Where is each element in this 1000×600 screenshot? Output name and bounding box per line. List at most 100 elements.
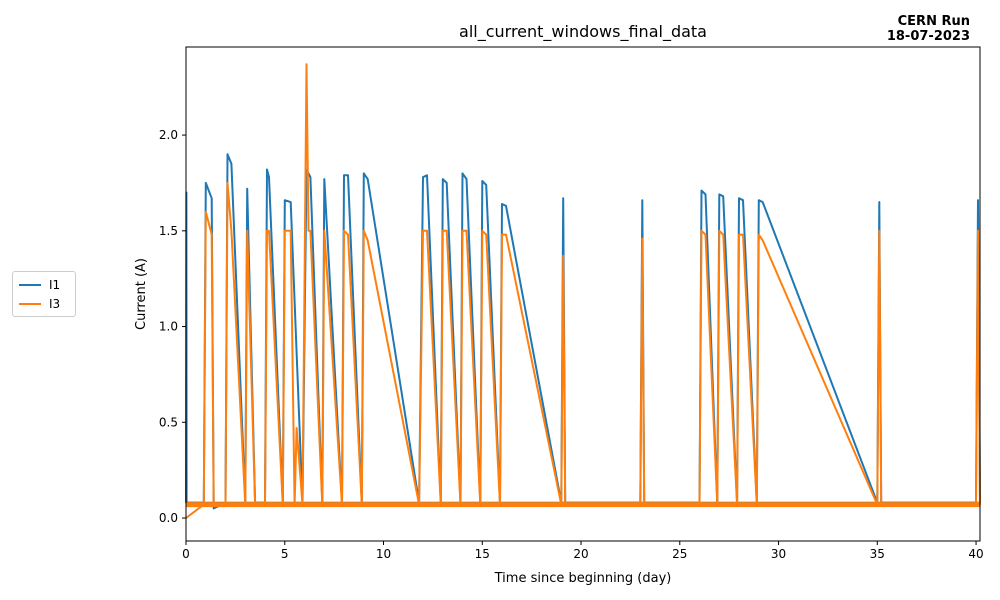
series-i3-point [360,503,363,506]
x-axis-label: Time since beginning (day) [494,571,672,586]
series-i3-point [562,254,565,257]
series-i3-point [347,233,349,236]
series-i1-point [212,507,215,510]
series-i3-line [185,63,981,519]
series-i3-point [704,233,707,236]
x-tick-label: 15 [475,547,490,561]
series-i1-point [246,187,249,190]
series-i1-point [323,178,326,180]
series-i1-point [722,195,725,198]
series-i3-point [459,503,462,506]
series-i3-point [210,233,213,236]
series-i3-point [224,503,227,506]
series-i3-point [878,230,881,232]
series-i1-point [230,162,233,165]
series-i3-point [761,239,764,242]
series-i1-point [268,176,270,179]
series-i1-point [505,205,507,207]
series-i1-point [465,178,468,180]
series-i3-point [445,230,448,232]
series-i3-point [362,230,365,232]
series-i3-point [366,239,369,242]
series-i1-point [362,172,365,175]
series-i3-point [305,63,308,66]
series-i3-point [499,503,501,506]
series-i3-point [295,427,298,429]
series-i3-point [641,237,644,240]
series-i3-point [479,503,482,506]
series-i1-point [738,197,740,200]
series-i3-point [244,503,247,506]
series-i1-point [210,197,213,200]
series-i3-point [880,503,883,506]
series-i3-point [283,230,286,232]
series-i1-point [878,201,881,203]
x-ticks: 0 5 10 15 20 25 30 35 40 [182,541,984,561]
run-label-line2: 18-07-2023 [886,29,970,44]
series-i1-point [283,199,286,201]
x-tick-label: 0 [182,547,190,561]
series-layer [185,63,981,519]
series-i3-point [485,233,488,236]
legend: I1 I3 [12,271,76,317]
series-i3-point [323,230,326,232]
series-i1-point [347,174,349,177]
chart-title: all_current_windows_final_data [459,22,707,41]
legend-item-i3: I3 [19,296,60,312]
series-i3-point [202,503,205,506]
series-i3-point [560,503,563,506]
y-tick-label: 1.0 [159,320,178,334]
series-i1-point [226,153,229,156]
x-tick-label: 25 [672,547,687,561]
y-tick-label: 1.5 [159,224,178,238]
x-tick-label: 40 [968,547,983,561]
series-i3-point [264,503,266,506]
x-tick-label: 5 [281,547,289,561]
series-i3-point [736,503,738,506]
series-i3-point [254,503,256,506]
series-i1-point [501,203,503,205]
series-i3-point [289,230,292,232]
series-i3-point [309,230,312,232]
series-i1-point [309,176,312,179]
series-i3-point [718,230,721,232]
series-i3-point [281,503,284,506]
series-i3-point [230,230,233,232]
series-i1-point [700,189,703,192]
series-i1-point [461,172,464,175]
series-i3-point [757,233,760,236]
series-i3-point [204,210,207,213]
run-label-line1: CERN Run [897,14,970,29]
series-i1-point [562,197,565,200]
series-i1-point [366,178,369,180]
series-i3 [185,63,981,519]
legend-label-i3: I3 [49,297,61,311]
series-i3-point [700,230,703,232]
series-i3-point [293,503,296,506]
series-i3-point [461,230,464,232]
axes-frame [185,46,981,542]
legend-item-i1: I1 [19,277,60,293]
series-i3-point [975,503,977,506]
series-i1-point [426,174,428,177]
series-i3-point [698,503,701,506]
series-i3-point [876,503,879,506]
series-i1-point [704,193,707,196]
series-i3-point [341,503,343,506]
y-tick-label: 2.0 [159,128,178,142]
series-i1-point [485,184,488,186]
series-i3-point [564,503,567,506]
series-i3-point [639,503,642,506]
series-i3-point [756,503,758,506]
series-i3-point [977,230,979,232]
x-tick-label: 10 [376,547,391,561]
series-i3-point [301,503,304,506]
series-i1-point [757,199,760,201]
series-i1-point [718,193,721,196]
series-i1-point [289,201,292,203]
series-i1-point [266,168,268,171]
series-i1-point [343,174,345,177]
series-i1-point [977,199,979,201]
series-i1-point [761,201,764,203]
